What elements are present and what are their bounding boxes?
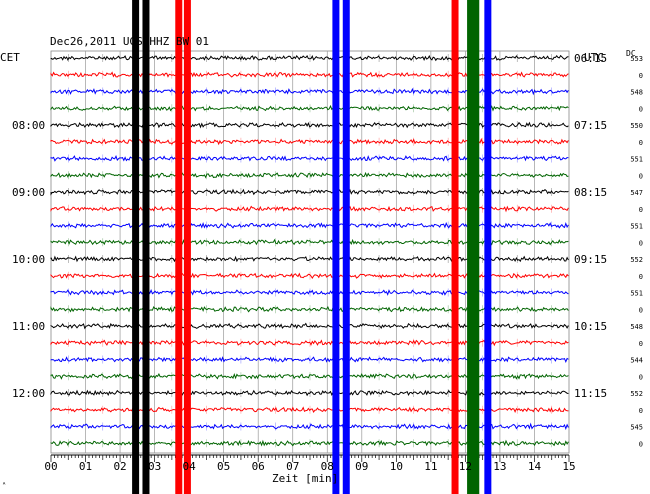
offset-value: 547 xyxy=(630,189,643,197)
x-axis-label: Zeit [min] xyxy=(272,472,338,485)
left-header: CET xyxy=(0,51,20,64)
offset-value: 552 xyxy=(630,390,643,398)
offset-value: 0 xyxy=(639,273,643,281)
x-tick-label: 08 xyxy=(321,460,334,473)
left-hour-label: 08:00 xyxy=(12,119,45,132)
event-band xyxy=(332,0,340,494)
offset-value: 0 xyxy=(639,206,643,214)
left-hour-label: 11:00 xyxy=(12,320,45,333)
event-band xyxy=(132,0,140,494)
offset-value: 552 xyxy=(630,256,643,264)
event-band xyxy=(472,0,480,494)
x-tick-label: 12 xyxy=(459,460,472,473)
event-band xyxy=(484,0,492,494)
x-tick-label: 03 xyxy=(148,460,161,473)
left-hour-label: 10:00 xyxy=(12,253,45,266)
offset-value: 544 xyxy=(630,357,643,365)
event-band xyxy=(467,0,475,494)
offset-value: 550 xyxy=(630,122,643,130)
offset-value: 0 xyxy=(639,105,643,113)
event-band xyxy=(342,0,350,494)
x-tick-label: 15 xyxy=(562,460,575,473)
left-hour-label: 12:00 xyxy=(12,387,45,400)
offset-value: 545 xyxy=(630,424,643,432)
plot-frame xyxy=(50,50,570,454)
offset-value: 0 xyxy=(639,72,643,80)
x-tick-label: 10 xyxy=(390,460,403,473)
offset-value: 0 xyxy=(639,340,643,348)
offset-value: 548 xyxy=(630,323,643,331)
event-band xyxy=(451,0,459,494)
x-tick-label: 04 xyxy=(183,460,197,473)
offset-value: 548 xyxy=(630,89,643,97)
x-tick-label: 13 xyxy=(493,460,506,473)
x-tick-label: 05 xyxy=(217,460,230,473)
offset-value: 0 xyxy=(639,373,643,381)
corner-mark: ᴬ xyxy=(2,480,6,489)
offset-value: 553 xyxy=(630,55,643,63)
right-hour-label: 10:15 xyxy=(574,320,607,333)
x-tick-label: 02 xyxy=(113,460,126,473)
offset-value: 0 xyxy=(639,139,643,147)
offset-value: 0 xyxy=(639,407,643,415)
event-band xyxy=(183,0,191,494)
offset-value: 0 xyxy=(639,239,643,247)
right-hour-label: 07:15 xyxy=(574,119,607,132)
offset-value: 551 xyxy=(630,223,643,231)
labels: Dec26,2011 UGS HHZ BW 01 CET UTC DC Zeit… xyxy=(0,35,643,489)
x-tick-label: 09 xyxy=(355,460,368,473)
events xyxy=(132,0,492,494)
offset-value: 0 xyxy=(639,172,643,180)
offset-value: 0 xyxy=(639,440,643,448)
event-band xyxy=(175,0,183,494)
x-tick-label: 11 xyxy=(424,460,437,473)
x-tick-label: 07 xyxy=(286,460,299,473)
right-header: UTC xyxy=(584,51,604,64)
offset-value: 0 xyxy=(639,306,643,314)
left-hour-label: 09:00 xyxy=(12,186,45,199)
right-hour-label: 09:15 xyxy=(574,253,607,266)
right-hour-label: 11:15 xyxy=(574,387,607,400)
x-tick-label: 00 xyxy=(44,460,57,473)
right-hour-label: 06:15 xyxy=(574,52,607,65)
offset-value: 551 xyxy=(630,290,643,298)
right-hour-label: 08:15 xyxy=(574,186,607,199)
offset-value: 551 xyxy=(630,156,643,164)
x-tick-label: 06 xyxy=(252,460,265,473)
chart-title: Dec26,2011 UGS HHZ BW 01 xyxy=(50,35,209,48)
x-tick-label: 01 xyxy=(79,460,92,473)
event-band xyxy=(142,0,150,494)
offset-header: DC xyxy=(626,49,636,58)
x-tick-label: 14 xyxy=(528,460,542,473)
